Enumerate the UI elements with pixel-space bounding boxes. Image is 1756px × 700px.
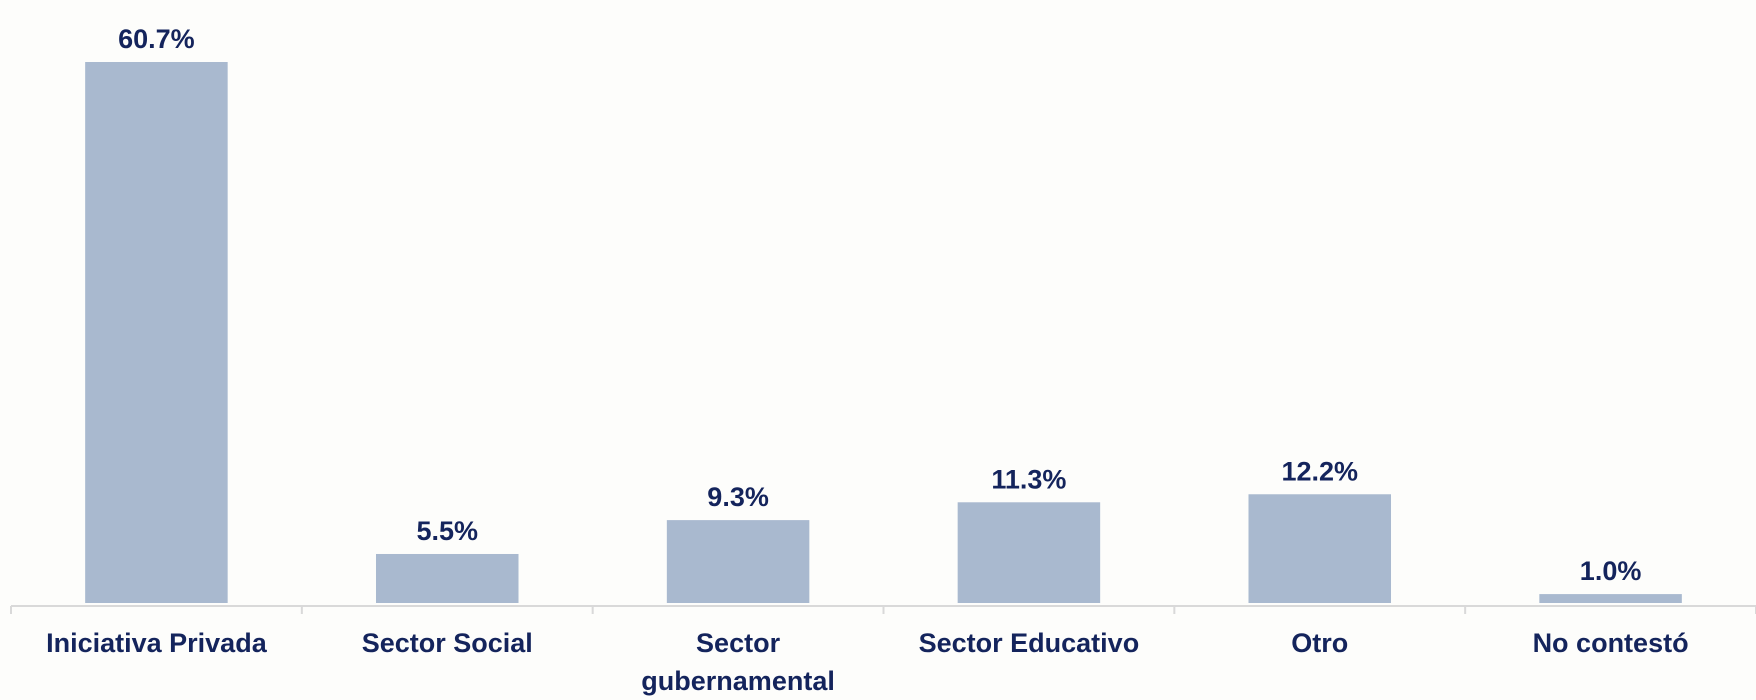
value-label: 9.3% xyxy=(707,482,769,512)
bar xyxy=(1539,594,1682,603)
value-label: 12.2% xyxy=(1281,456,1358,486)
x-tick-label: Sector Educativo xyxy=(918,628,1140,658)
bar xyxy=(375,553,519,603)
x-tick-label: Sector Social xyxy=(361,628,533,658)
value-label: 5.5% xyxy=(416,516,478,546)
bar xyxy=(85,62,228,603)
bar xyxy=(666,520,810,603)
x-tick-label: No contestó xyxy=(1532,628,1689,658)
bar xyxy=(1248,494,1392,603)
value-label: 11.3% xyxy=(991,464,1066,494)
x-tick-label: Iniciativa Privada xyxy=(46,628,267,658)
value-label: 1.0% xyxy=(1580,556,1642,586)
value-label: 60.7% xyxy=(118,24,195,54)
x-tick-label: Sector gubernamental xyxy=(641,628,835,696)
x-tick-label: Otro xyxy=(1291,628,1349,658)
bar xyxy=(957,502,1101,603)
